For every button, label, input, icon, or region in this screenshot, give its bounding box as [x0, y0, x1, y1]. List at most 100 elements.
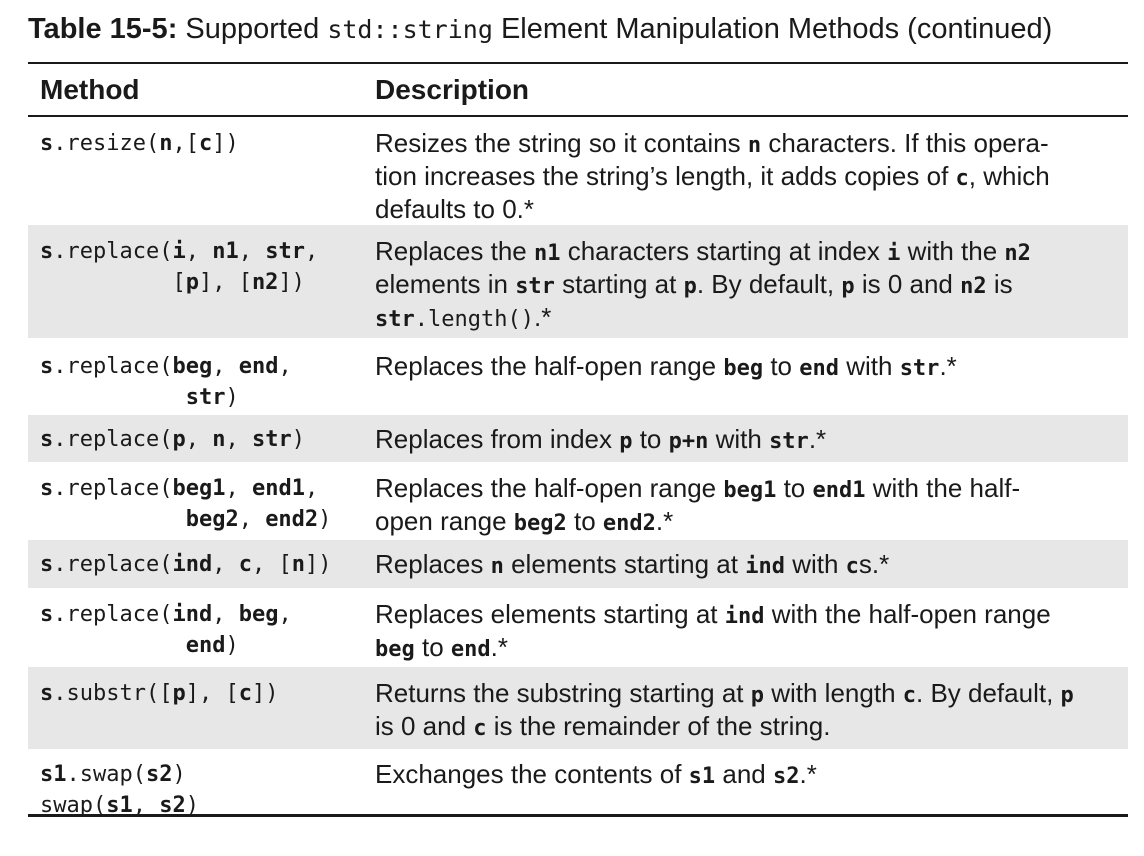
code-token: end2 [265, 507, 319, 532]
code-token: str [251, 427, 292, 452]
description-text: Exchanges the contents of [375, 759, 689, 789]
code-token: n [159, 131, 173, 156]
description-text: characters starting at index [560, 236, 888, 266]
code-token: ], [ [185, 681, 239, 706]
description-text: .* [490, 632, 508, 662]
description-text: tion increases the string’s length, it a… [375, 161, 956, 191]
inline-code: str [375, 307, 415, 332]
description-cell: Replaces from index p to p+n with str.* [375, 424, 1128, 462]
code-token: s [40, 239, 54, 264]
header-description: Description [375, 73, 530, 105]
description-text: and [715, 759, 773, 789]
inline-code: end2 [602, 511, 656, 536]
inline-code: str [769, 429, 809, 454]
code-token: ]) [251, 681, 279, 706]
code-token: s [40, 476, 54, 501]
code-token: ], [ [198, 270, 252, 295]
code-token: ) [225, 633, 239, 658]
inline-code: c [902, 683, 916, 708]
code-token: end [185, 633, 226, 658]
description-text: with [784, 549, 846, 579]
code-token: .substr([ [53, 681, 173, 706]
method-cell: s.resize(n,[c]) [28, 128, 375, 225]
method-cell: s.replace(ind, beg, end) [28, 599, 375, 667]
inline-code: end [450, 637, 491, 662]
method-line: s.replace(ind, beg, [40, 599, 375, 630]
method-cell: s.replace(ind, c, [n]) [28, 549, 375, 588]
description-text: with the half- [865, 473, 1021, 503]
description-cell: Replaces the n1 characters starting at i… [375, 236, 1128, 338]
table-row: s.replace(ind, beg, end) Replaces element… [28, 588, 1128, 667]
table-row: s.replace(beg, end, str) Replaces the hal… [28, 338, 1128, 415]
code-token: beg [238, 602, 279, 627]
code-token: ind [172, 602, 213, 627]
code-token: c [238, 552, 252, 577]
method-line: s.replace(ind, c, [n]) [40, 549, 375, 580]
code-token [40, 507, 186, 532]
table-row: s1.swap(s2) swap(s1, s2) Exchanges the con… [28, 749, 1128, 818]
code-token: , [225, 427, 252, 452]
code-token: p [172, 427, 186, 452]
inline-code: p+n [668, 429, 709, 454]
description-text: .* [655, 506, 674, 536]
caption-text-post: Element Manipulation Methods (continued) [492, 13, 1053, 45]
code-token: s2 [159, 793, 186, 818]
code-token: ) [185, 793, 199, 818]
inline-code: beg [375, 637, 415, 662]
code-token: , [238, 239, 266, 264]
code-token: .swap( [66, 762, 146, 787]
code-token: , [278, 354, 292, 379]
description-text: .* [533, 302, 552, 332]
code-token: n [212, 427, 226, 452]
inline-code: beg2 [513, 511, 567, 536]
inline-code: i [887, 241, 901, 266]
description-text: defaults to 0.* [375, 194, 534, 224]
code-token: n [291, 552, 305, 577]
description-text: with [708, 424, 770, 454]
inline-code: end [799, 356, 839, 381]
description-text: .* [939, 351, 957, 381]
code-token: s [40, 602, 54, 627]
table-row: s.replace(i, n1, str, [p], [n2]) Replaces… [28, 225, 1128, 338]
description-text: .* [799, 759, 817, 789]
description-cell: Replaces n elements starting at ind with… [375, 549, 1128, 588]
inline-code: p [683, 274, 697, 299]
description-text: Replaces the half-open range [375, 351, 724, 381]
code-token: end1 [251, 476, 305, 501]
code-token: , [238, 507, 266, 532]
description-text: with the half-open range [764, 599, 1051, 629]
inline-code: end1 [812, 478, 866, 503]
description-text: is 0 and [375, 711, 474, 741]
description-text: with length [764, 678, 903, 708]
inline-code: s1 [688, 764, 716, 789]
code-token: ) [318, 507, 332, 532]
code-token: i [172, 239, 186, 264]
table-caption: Table 15-5: Supported std::string Elemen… [28, 10, 1128, 49]
table-row: s.replace(beg1, end1, beg2, end2) Replace… [28, 462, 1128, 540]
code-token [40, 633, 186, 658]
code-token: ind [172, 552, 213, 577]
code-token: beg2 [185, 507, 239, 532]
code-token: s [40, 681, 54, 706]
inline-code: n2 [960, 274, 987, 299]
description-text: , which [968, 161, 1050, 191]
description-text: to [763, 351, 800, 381]
code-token: s [40, 427, 54, 452]
description-text: Resizes the string so it contains [375, 128, 748, 158]
code-token: ) [225, 385, 239, 410]
table-header-row: Method Description [28, 64, 1128, 117]
code-token: .replace( [53, 476, 173, 501]
code-token: ,[ [172, 131, 199, 156]
description-text: Returns the substring starting at [375, 678, 751, 708]
header-method: Method [40, 73, 140, 105]
description-text: Replaces from index [375, 424, 620, 454]
code-token: , [212, 354, 239, 379]
description-text: Replaces the [375, 236, 534, 266]
method-line: str) [40, 382, 375, 413]
code-token: , [ [251, 552, 292, 577]
methods-table: Method Description s.resize(n,[c]) Resize… [28, 62, 1128, 818]
table-row: s.replace(ind, c, [n]) Replaces n element… [28, 540, 1128, 588]
code-token: , [185, 427, 213, 452]
code-token: end [238, 354, 279, 379]
code-token: beg [172, 354, 213, 379]
